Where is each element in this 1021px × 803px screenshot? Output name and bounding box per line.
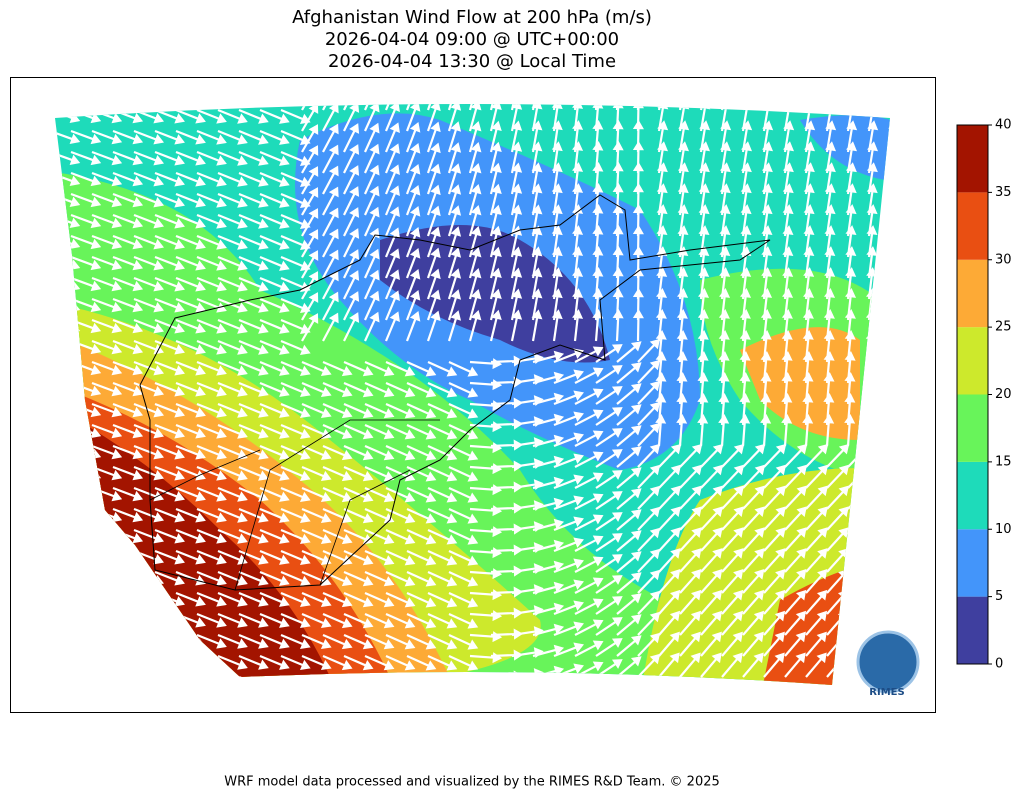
map-frame <box>10 77 936 713</box>
colorbar-segment <box>957 529 988 597</box>
title-line: 2026-04-04 13:30 @ Local Time <box>328 51 616 72</box>
colorbar-tick-label: 30 <box>995 252 1012 267</box>
colorbar-tick-label: 25 <box>995 320 1012 335</box>
colorbar-segment <box>957 327 988 395</box>
colorbar-segment <box>957 461 988 530</box>
logo <box>856 630 920 694</box>
colorbar-segment <box>957 596 988 664</box>
colorbar-tick-label: 40 <box>995 118 1012 133</box>
colorbar-tick-label: 15 <box>995 454 1012 469</box>
logo-text: RIMES <box>869 687 904 698</box>
title-line: Afghanistan Wind Flow at 200 hPa (m/s) <box>292 7 652 28</box>
wind-field <box>55 104 890 685</box>
colorbar-segment <box>957 259 988 328</box>
colorbar: 0 5 10 15 20 25 30 35 40 <box>956 118 1012 672</box>
colorbar-tick-label: 10 <box>995 522 1012 537</box>
colorbar-segment <box>957 192 988 260</box>
colorbar-tick-label: 0 <box>995 657 1003 672</box>
footer: WRF model data processed and visualized … <box>224 775 720 790</box>
title-line: 2026-04-04 09:00 @ UTC+00:00 <box>325 29 619 50</box>
country-border <box>139 194 771 591</box>
colorbar-tick-label: 35 <box>995 185 1012 200</box>
colorbar-tick-label: 20 <box>995 387 1012 402</box>
colorbar-segment <box>957 394 988 462</box>
colorbar-tick-label: 5 <box>995 589 1003 604</box>
colorbar-segment <box>957 125 988 193</box>
province-border <box>149 419 440 591</box>
